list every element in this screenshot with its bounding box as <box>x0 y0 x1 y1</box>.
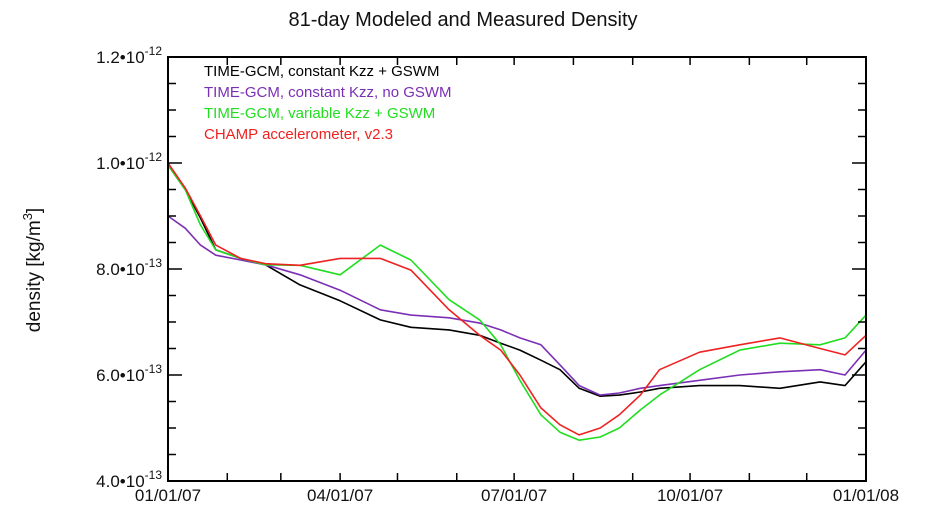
y-axis-label-end: ] <box>24 208 45 213</box>
y-tick-mantissa: 1.0•10 <box>96 154 145 173</box>
y-tick-exponent: -12 <box>145 150 163 164</box>
y-tick-exponent: -12 <box>145 44 163 58</box>
y-tick-mantissa: 1.2•10 <box>96 48 145 67</box>
legend: TIME-GCM, constant Kzz + GSWM TIME-GCM, … <box>204 63 452 143</box>
x-tick-label: 01/01/07 <box>135 486 201 505</box>
series-line-3 <box>167 164 867 442</box>
y-tick-exponent: -13 <box>145 468 163 482</box>
x-tick-label: 07/01/07 <box>481 486 547 505</box>
legend-entry-black: TIME-GCM, constant Kzz + GSWM <box>204 63 439 80</box>
x-tick-label: 04/01/07 <box>307 486 373 505</box>
legend-entry-red: CHAMP accelerometer, v2.3 <box>204 126 393 143</box>
y-tick-mantissa: 8.0•10 <box>96 260 145 279</box>
y-axis-label-sup: 3 <box>20 213 35 220</box>
legend-entry-green: TIME-GCM, variable Kzz + GSWM <box>204 105 435 122</box>
y-tick-label: 6.0•10-13 <box>96 362 162 385</box>
y-tick-exponent: -13 <box>145 256 163 270</box>
legend-entry-purple: TIME-GCM, constant Kzz, no GSWM <box>204 84 452 101</box>
x-tick-label: 01/01/08 <box>833 486 899 505</box>
y-tick-label: 1.0•10-12 <box>96 150 162 173</box>
y-axis-label: density [kg/m3] <box>20 208 45 332</box>
y-tick-exponent: -13 <box>145 362 163 376</box>
chart-title: 81-day Modeled and Measured Density <box>288 9 637 31</box>
y-tick-label: 8.0•10-13 <box>96 256 162 279</box>
y-tick-label: 4.0•10-13 <box>96 468 162 491</box>
y-axis-label-main: density [kg/m <box>24 220 45 332</box>
y-tick-mantissa: 6.0•10 <box>96 366 145 385</box>
x-tick-label: 10/01/07 <box>657 486 723 505</box>
y-tick-label: 1.2•10-12 <box>96 44 162 67</box>
series-line-4 <box>167 162 867 436</box>
series-line-2 <box>167 215 867 396</box>
series-line-1 <box>167 164 867 398</box>
y-tick-mantissa: 4.0•10 <box>96 472 145 491</box>
